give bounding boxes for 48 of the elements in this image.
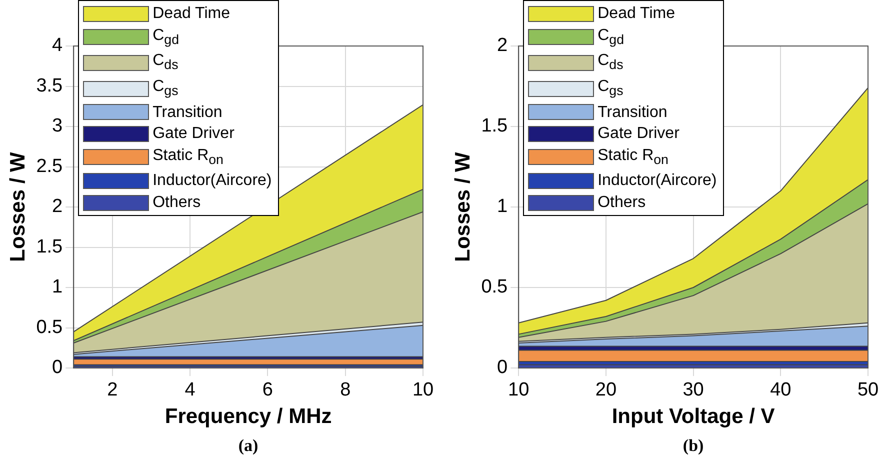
legend-label: C$_{gd}$ [152, 26, 179, 49]
x-tick-label: 8 [340, 380, 351, 401]
y-tick-label: 2 [497, 35, 508, 56]
x-tick-label: 10 [412, 380, 434, 401]
legend-label: C$_{gs}$ [152, 76, 178, 100]
legend-label: Transition [598, 102, 668, 123]
text: (a) [237, 436, 260, 456]
legend-label: Others [598, 192, 646, 213]
x-tick-label: 6 [262, 380, 274, 401]
y-tick-label: 2.5 [36, 156, 63, 177]
legend-label: Gate Driver [152, 124, 234, 144]
legend-label: Dead Time [598, 4, 675, 24]
legend-label: C$_{ds}$ [598, 51, 624, 74]
y-tick-label: 0 [497, 357, 508, 378]
text: (b) [682, 436, 705, 456]
x-axis-title: Frequency / MHz [164, 405, 332, 428]
legend-label: Others [152, 192, 201, 213]
y-tick-label: 3.5 [36, 75, 63, 96]
x-tick-label: 10 [508, 380, 530, 401]
y-tick-label: 1.5 [36, 236, 63, 258]
y-tick-label: 1 [52, 276, 63, 298]
y-tick-label: 1.5 [481, 116, 508, 137]
x-tick-label: 4 [184, 380, 196, 401]
y-tick-label: 0 [52, 357, 63, 378]
y-tick-label: 1 [497, 196, 508, 218]
x-tick-label: 40 [770, 380, 792, 401]
y-tick-label: 0.5 [36, 316, 63, 338]
y-tick-label: 2 [52, 196, 63, 218]
y-tick-label: 0.5 [481, 276, 508, 298]
y-axis-title: Losses / W [6, 152, 30, 262]
x-tick-label: 20 [595, 380, 617, 401]
legend-label: Static R$_{on}$ [152, 146, 224, 169]
x-tick-label: 50 [857, 380, 879, 401]
y-tick-label: 4 [52, 35, 64, 56]
y-axis-title: Losses / W [451, 152, 474, 262]
legend-label: Inductor(Aircore) [598, 171, 717, 192]
legend-label: Gate Driver [598, 124, 680, 144]
legend-label: Inductor(Aircore) [152, 171, 272, 192]
legend-label: C$_{gs}$ [598, 76, 624, 100]
legend-label: Transition [152, 102, 222, 123]
y-tick-label: 3 [52, 116, 63, 137]
legend-label: C$_{gd}$ [598, 26, 624, 49]
legend-label: Static R$_{on}$ [598, 146, 668, 169]
legend-label: C$_{ds}$ [152, 51, 178, 74]
legend-label: Dead Time [152, 4, 230, 24]
x-tick-label: 30 [682, 380, 704, 401]
x-tick-label: 2 [107, 380, 118, 401]
x-axis-title: Input Voltage / V [612, 405, 775, 428]
